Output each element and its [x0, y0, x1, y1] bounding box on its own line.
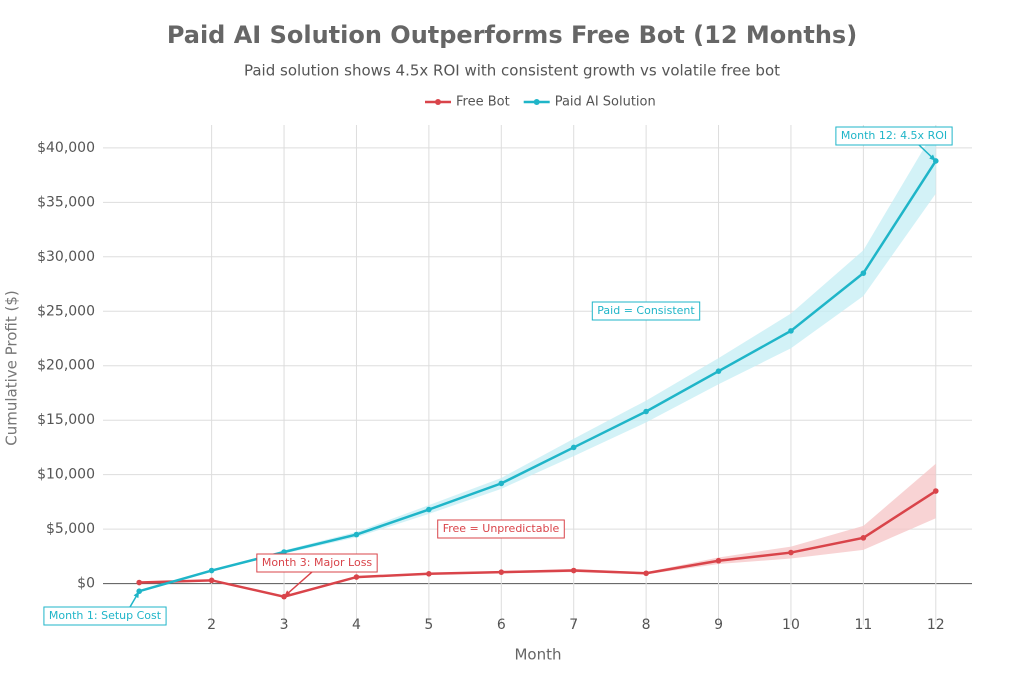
- point: [860, 535, 867, 541]
- y-tick-label: $0: [77, 576, 95, 592]
- point: [643, 408, 649, 415]
- x-tick-label: 4: [352, 617, 361, 633]
- point: [932, 488, 939, 494]
- annotation: Free = Unpredictable: [437, 519, 565, 539]
- chart-title: Paid AI Solution Outperforms Free Bot (1…: [167, 21, 857, 49]
- x-tick-label: 9: [714, 617, 723, 633]
- y-tick-label: $40,000: [37, 140, 95, 156]
- annotation-arrowhead: [929, 154, 936, 161]
- annotation-box: [256, 553, 378, 573]
- x-tick-label: 2: [207, 617, 216, 633]
- chart-subtitle: Paid solution shows 4.5x ROI with consis…: [244, 62, 780, 80]
- annotation-box: [835, 126, 953, 146]
- annotation-text: Paid = Consistent: [597, 304, 695, 317]
- point: [715, 557, 722, 564]
- point: [208, 567, 215, 574]
- point: [788, 549, 794, 556]
- point: [353, 531, 360, 538]
- x-tick-label: 7: [569, 617, 578, 633]
- y-tick-label: $10,000: [37, 467, 95, 483]
- annotation-arrowhead: [133, 591, 140, 599]
- x-tick-label: 6: [497, 617, 506, 633]
- annotation: Paid = Consistent: [591, 301, 701, 321]
- legend-swatch: [435, 99, 441, 105]
- point: [498, 480, 505, 487]
- line: [139, 489, 937, 598]
- point: [426, 506, 432, 513]
- x-tick-label: 11: [854, 617, 872, 633]
- point: [570, 444, 577, 451]
- y-tick-label: $20,000: [37, 358, 95, 374]
- confidence-band: [139, 463, 936, 597]
- point: [860, 270, 867, 276]
- annotation-box: [437, 519, 565, 539]
- point: [788, 328, 794, 334]
- annotation-text: Free = Unpredictable: [443, 522, 560, 535]
- point: [498, 569, 505, 575]
- x-tick-label: 3: [280, 617, 289, 633]
- y-axis-title: Cumulative Profit ($): [3, 290, 21, 446]
- x-tick-label: 5: [424, 617, 433, 633]
- point: [426, 571, 432, 577]
- annotation-box: [591, 301, 701, 321]
- annotation: Month 12: 4.5x ROI: [835, 126, 953, 146]
- annotation-text: Month 3: Major Loss: [262, 556, 373, 569]
- x-tick-label: 10: [782, 617, 800, 633]
- point: [208, 577, 215, 584]
- y-tick-label: $15,000: [37, 412, 95, 428]
- annotation-arrowhead: [284, 590, 291, 597]
- y-tick-label: $5,000: [46, 521, 95, 537]
- point: [570, 567, 577, 574]
- y-tick-label: $30,000: [37, 249, 95, 265]
- x-tick-label: 12: [927, 617, 945, 633]
- annotation: Month 3: Major Loss: [256, 553, 378, 573]
- y-tick-label: $25,000: [37, 303, 95, 319]
- point: [353, 574, 360, 580]
- annotation-text: Month 12: 4.5x ROI: [841, 129, 947, 142]
- point: [281, 549, 287, 555]
- legend-label: Free Bot: [456, 95, 510, 110]
- annotation: Month 1: Setup Cost: [43, 606, 167, 626]
- point: [643, 570, 649, 577]
- legend-label: Paid AI Solution: [555, 95, 656, 110]
- point: [715, 368, 722, 374]
- x-axis-title: Month: [514, 646, 561, 664]
- point: [136, 579, 143, 586]
- y-tick-label: $35,000: [37, 194, 95, 210]
- annotation-text: Month 1: Setup Cost: [49, 609, 162, 622]
- legend-swatch: [533, 99, 540, 105]
- annotation-box: [43, 606, 167, 626]
- x-tick-label: 8: [642, 617, 651, 633]
